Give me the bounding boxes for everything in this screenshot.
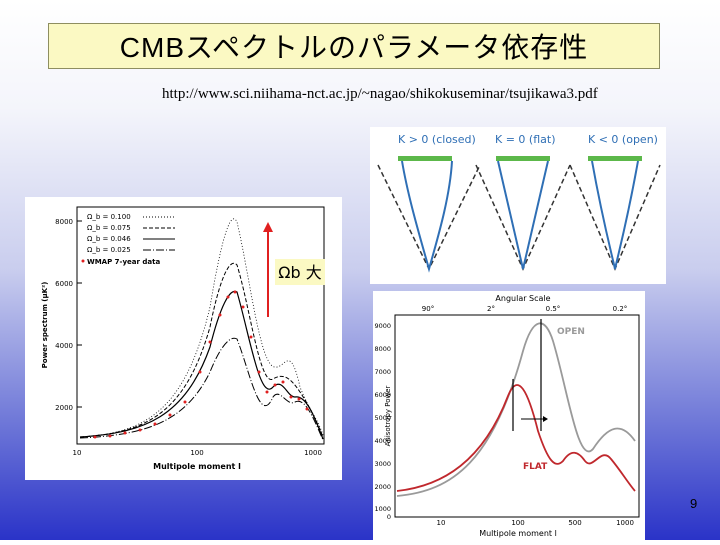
rays-flat [497,160,549,270]
bar-flat [496,156,550,161]
open-label: OPEN [557,327,585,337]
label-flat: K = 0 (flat) [495,133,555,146]
ytick-7000: 7000 [374,368,391,376]
curve-flat [396,384,636,492]
ytick-4000: 4000 [55,342,73,350]
label-open: K < 0 (open) [588,133,658,146]
ytick-6000: 6000 [374,391,391,399]
bar-open [588,156,642,161]
ytick-2000: 2000 [374,483,391,491]
x-axis-label: Multipole moment l [153,462,241,471]
slide-number: 9 [690,496,698,511]
xtick-100: 100 [190,449,203,457]
legend-item-0100: Ω_b = 0.100 [87,213,131,221]
flat-label: FLAT [523,462,548,472]
xtick-1000: 1000 [616,519,634,527]
wmap-data-points [93,290,309,439]
anisotropy-power-plot: Angular Scale 90° 2° 0.5° 0.2° 9000 8000… [373,291,645,540]
omega-b-large-label: Ωb 大 [278,263,321,282]
curve-omega-0075 [79,262,324,438]
ytick-1000: 1000 [374,505,391,513]
ytick-0: 0 [387,513,391,521]
legend: Ω_b = 0.100 Ω_b = 0.075 Ω_b = 0.046 Ω_b … [81,213,175,266]
legend-item-0075: Ω_b = 0.075 [87,224,131,232]
baryon-spectrum-plot: 8000 6000 4000 2000 10 100 1000 Multipol… [25,197,342,480]
arrow-right-icon [543,416,548,422]
xtick-1000: 1000 [304,449,322,457]
source-url: http://www.sci.niihama-nct.ac.jp/~nagao/… [162,86,598,102]
arrow-head-icon [263,222,273,232]
y-axis-label: Power spectrum (μK²) [41,282,49,369]
ytick-6000: 6000 [55,280,73,288]
curve-omega-0046 [79,290,324,440]
ytick-8000: 8000 [55,218,73,226]
bar-closed [398,156,452,161]
ytick-2000: 2000 [55,404,73,412]
ytick-9000: 9000 [374,322,391,330]
xtick-10: 10 [73,449,82,457]
top-tick-90: 90° [422,305,434,313]
legend-item-wmap: WMAP 7-year data [87,258,160,266]
ytick-8000: 8000 [374,345,391,353]
curve-open [396,322,636,497]
ytick-4000: 4000 [374,437,391,445]
annotation-box [275,259,325,285]
rays-open [591,160,639,270]
curvature-geometry-diagram: K > 0 (closed) K = 0 (flat) K < 0 (open) [370,127,666,284]
top-axis-label: Angular Scale [495,294,550,303]
slide-title: CMBスペクトルのパラメータ依存性 [48,23,660,69]
x-axis-label: Multipole moment l [479,529,557,538]
xtick-500: 500 [568,519,581,527]
top-tick-2: 2° [487,305,495,313]
label-closed: K > 0 (closed) [398,133,476,146]
rays-closed [401,160,453,273]
ytick-3000: 3000 [374,460,391,468]
xtick-100: 100 [511,519,524,527]
top-tick-02: 0.2° [613,305,628,313]
legend-item-0046: Ω_b = 0.046 [87,235,131,243]
ytick-5000: 5000 [374,414,391,422]
xtick-10: 10 [437,519,446,527]
curve-omega-0025 [79,337,324,441]
y-axis-label: Anisotropy Power [384,385,392,446]
legend-item-0025: Ω_b = 0.025 [87,246,131,254]
top-tick-05: 0.5° [546,305,561,313]
